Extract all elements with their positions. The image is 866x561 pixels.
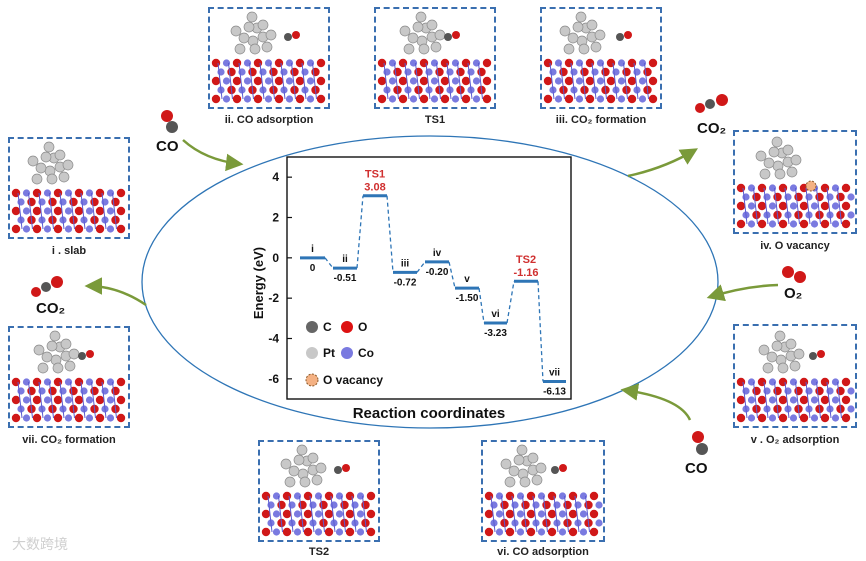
connector-line	[537, 281, 544, 382]
y-tick-label: 0	[272, 251, 279, 265]
co2-product-label-1: CO₂	[697, 120, 727, 137]
state-label-vi: vi	[491, 309, 500, 320]
co-reactant-label-1: CO	[156, 138, 179, 155]
connector-line	[448, 261, 456, 289]
y-tick-label: -6	[268, 372, 279, 386]
arrow-o2-in	[706, 283, 779, 302]
cycle-ellipse	[141, 135, 719, 429]
ts1-structure-image	[377, 11, 492, 104]
energy-value-v: -1.50	[456, 293, 479, 304]
legend-swatch-co	[341, 347, 353, 359]
legend-swatch-o	[341, 321, 353, 333]
panel-co-adsorption	[208, 7, 330, 109]
legend-swatch-c	[306, 321, 318, 333]
energy-value-iii: -0.72	[394, 277, 417, 288]
connector-line	[416, 261, 426, 273]
connector-line	[506, 281, 515, 324]
caption-co-adsorption: ii. CO adsorption	[224, 114, 314, 126]
state-label-vii: vii	[549, 367, 560, 378]
ts2-structure-image	[261, 444, 376, 537]
co2-formation-2-structure-image	[11, 330, 126, 423]
energy-value-TS1: 3.08	[364, 182, 385, 194]
energy-value-i: 0	[310, 263, 316, 274]
watermark: 大数跨境	[12, 536, 68, 552]
legend-label-o: O	[358, 320, 367, 334]
caption-co-adsorption-2: vi. CO adsorption	[497, 546, 589, 558]
connector-line	[386, 195, 394, 273]
co-reactant-label-2: CO	[685, 460, 708, 477]
panel-o-vacancy	[733, 130, 857, 234]
y-tick-label: 4	[272, 170, 279, 184]
caption-slab: i . slab	[51, 245, 87, 257]
y-tick-label: -2	[268, 291, 279, 305]
caption-co2-formation-2: vii. CO₂ formation	[22, 434, 116, 446]
caption-ts2: TS2	[308, 546, 330, 558]
state-label-i: i	[311, 244, 314, 255]
o2-reactant-label: O₂	[784, 285, 803, 302]
energy-value-iv: -0.20	[426, 267, 449, 278]
state-label-v: v	[464, 274, 470, 285]
state-label-ii: ii	[342, 254, 348, 265]
y-tick-label: -4	[268, 332, 279, 346]
co2-molecule-icon-2	[31, 276, 63, 297]
y-axis-label: Energy (eV)	[251, 247, 266, 319]
panel-ts2	[258, 440, 380, 542]
arrow-co2-out-1	[627, 148, 699, 178]
co2-product-label-2: CO₂	[36, 300, 66, 317]
co-molecule-icon-1	[161, 110, 178, 133]
energy-value-TS2: -1.16	[513, 267, 538, 279]
caption-o2-adsorption: v . O₂ adsorption	[750, 434, 840, 446]
connector-line	[324, 257, 334, 269]
co-molecule-icon-2	[692, 431, 708, 455]
panel-co2-formation-1	[540, 7, 662, 109]
legend-swatch-o-vacancy	[305, 373, 319, 387]
connector-line	[478, 287, 485, 324]
co-adsorption-2-structure-image	[484, 444, 603, 537]
caption-ts1: TS1	[424, 114, 446, 126]
co2-formation-1-structure-image	[543, 11, 658, 104]
co-adsorption-structure-image	[211, 11, 326, 104]
panel-slab	[8, 137, 130, 239]
energy-value-ii: -0.51	[334, 273, 357, 284]
o-vacancy-structure-image	[736, 136, 855, 229]
energy-value-vi: -3.23	[484, 328, 507, 339]
o2-adsorption-structure-image	[736, 330, 855, 423]
legend-label-o-vacancy: O vacancy	[323, 373, 383, 387]
panel-co-adsorption-2	[481, 440, 605, 542]
connector-line	[356, 195, 364, 269]
slab-structure-image	[11, 141, 126, 234]
arrow-co-in-2	[620, 383, 692, 421]
panel-o2-adsorption	[733, 324, 857, 428]
state-label-TS2: TS2	[516, 254, 536, 266]
arrow-co-in-1	[182, 139, 244, 172]
x-axis-label: Reaction coordinates	[353, 405, 506, 422]
legend-label-c: C	[323, 320, 332, 334]
legend-swatch-pt	[306, 347, 318, 359]
panel-co2-formation-2	[8, 326, 130, 428]
o2-molecule-icon	[782, 266, 806, 283]
panel-ts1	[374, 7, 496, 109]
energy-value-vii: -6.13	[543, 386, 566, 397]
state-label-iv: iv	[433, 248, 442, 259]
y-tick-label: 2	[272, 211, 279, 225]
legend-label-co: Co	[358, 346, 374, 360]
caption-o-vacancy: iv. O vacancy	[760, 240, 830, 252]
arrow-co2-out-2	[84, 277, 147, 307]
state-label-iii: iii	[401, 258, 410, 269]
plot-area	[286, 156, 572, 400]
co2-molecule-icon-1	[695, 94, 728, 113]
state-label-TS1: TS1	[365, 169, 385, 181]
caption-co2-formation-1: iii. CO₂ formation	[555, 114, 647, 126]
legend-label-pt: Pt	[323, 346, 335, 360]
